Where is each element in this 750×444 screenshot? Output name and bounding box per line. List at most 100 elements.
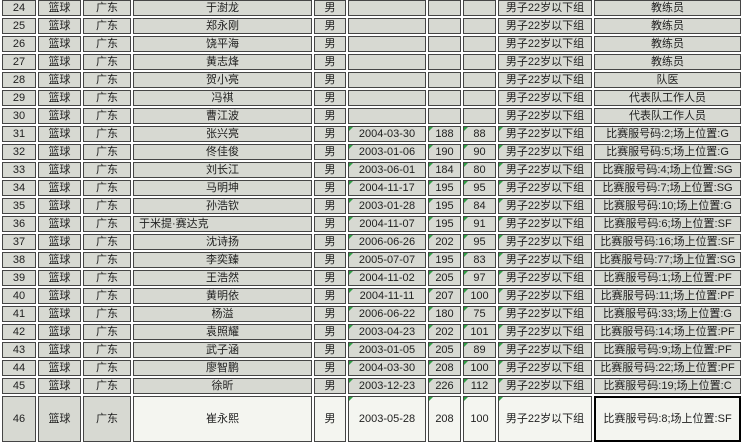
cell-height[interactable] (428, 54, 461, 70)
cell-gender[interactable]: 男 (314, 144, 346, 160)
cell-province[interactable]: 广东 (83, 270, 131, 286)
cell-birth-date[interactable] (348, 36, 426, 52)
cell-sport[interactable]: 篮球 (38, 18, 81, 34)
cell-group[interactable]: 男子22岁以下组 (498, 180, 592, 196)
cell-birth-date[interactable]: 2004-11-11 (348, 288, 426, 304)
cell-weight[interactable]: 90 (463, 144, 496, 160)
cell-weight[interactable]: 95 (463, 180, 496, 196)
cell-birth-date[interactable]: 2004-11-07 (348, 216, 426, 232)
cell-group[interactable]: 男子22岁以下组 (498, 288, 592, 304)
cell-weight[interactable]: 100 (463, 360, 496, 376)
cell-group[interactable]: 男子22岁以下组 (498, 324, 592, 340)
cell-row-number[interactable]: 27 (2, 54, 36, 70)
cell-height[interactable]: 190 (428, 144, 461, 160)
cell-group[interactable]: 男子22岁以下组 (498, 108, 592, 124)
cell-sport[interactable]: 篮球 (38, 360, 81, 376)
cell-row-number[interactable]: 44 (2, 360, 36, 376)
cell-sport[interactable]: 篮球 (38, 144, 81, 160)
cell-birth-date[interactable]: 2003-05-28 (348, 396, 426, 442)
cell-height[interactable]: 195 (428, 180, 461, 196)
cell-province[interactable]: 广东 (83, 0, 131, 16)
cell-height[interactable]: 195 (428, 198, 461, 214)
cell-role[interactable]: 比赛服号码:1;场上位置:PF (594, 270, 741, 286)
cell-role[interactable]: 比赛服号码:33;场上位置:G (594, 306, 741, 322)
cell-height[interactable]: 202 (428, 234, 461, 250)
cell-name[interactable]: 刘长江 (133, 162, 312, 178)
cell-name[interactable]: 徐昕 (133, 378, 312, 394)
cell-height[interactable] (428, 0, 461, 16)
cell-birth-date[interactable] (348, 18, 426, 34)
cell-gender[interactable]: 男 (314, 324, 346, 340)
cell-group[interactable]: 男子22岁以下组 (498, 252, 592, 268)
cell-role[interactable]: 比赛服号码:4;场上位置:SG (594, 162, 741, 178)
cell-role[interactable]: 比赛服号码:2;场上位置:G (594, 126, 741, 142)
cell-height[interactable]: 184 (428, 162, 461, 178)
cell-role[interactable]: 比赛服号码:9;场上位置:PF (594, 342, 741, 358)
cell-row-number[interactable]: 30 (2, 108, 36, 124)
cell-weight[interactable]: 95 (463, 234, 496, 250)
cell-row-number[interactable]: 42 (2, 324, 36, 340)
cell-name[interactable]: 饶平海 (133, 36, 312, 52)
cell-sport[interactable]: 篮球 (38, 288, 81, 304)
cell-row-number[interactable]: 45 (2, 378, 36, 394)
cell-role[interactable]: 教练员 (594, 36, 741, 52)
cell-group[interactable]: 男子22岁以下组 (498, 144, 592, 160)
cell-row-number[interactable]: 38 (2, 252, 36, 268)
cell-sport[interactable]: 篮球 (38, 306, 81, 322)
cell-province[interactable]: 广东 (83, 324, 131, 340)
cell-weight[interactable] (463, 108, 496, 124)
cell-height[interactable] (428, 108, 461, 124)
cell-role[interactable]: 教练员 (594, 18, 741, 34)
cell-role[interactable]: 比赛服号码:5;场上位置:G (594, 144, 741, 160)
cell-sport[interactable]: 篮球 (38, 54, 81, 70)
cell-sport[interactable]: 篮球 (38, 216, 81, 232)
cell-row-number[interactable]: 46 (2, 396, 36, 442)
cell-group[interactable]: 男子22岁以下组 (498, 216, 592, 232)
cell-group[interactable]: 男子22岁以下组 (498, 378, 592, 394)
cell-birth-date[interactable] (348, 0, 426, 16)
cell-name[interactable]: 沈诗扬 (133, 234, 312, 250)
cell-name[interactable]: 于米提·赛达克 (133, 216, 312, 232)
cell-birth-date[interactable] (348, 72, 426, 88)
cell-weight[interactable] (463, 54, 496, 70)
cell-gender[interactable]: 男 (314, 72, 346, 88)
cell-role[interactable]: 比赛服号码:22;场上位置:PF (594, 360, 741, 376)
cell-sport[interactable]: 篮球 (38, 90, 81, 106)
cell-sport[interactable]: 篮球 (38, 342, 81, 358)
cell-weight[interactable] (463, 36, 496, 52)
cell-birth-date[interactable]: 2003-04-23 (348, 324, 426, 340)
cell-group[interactable]: 男子22岁以下组 (498, 162, 592, 178)
cell-gender[interactable]: 男 (314, 252, 346, 268)
cell-name[interactable]: 曹江波 (133, 108, 312, 124)
cell-weight[interactable]: 112 (463, 378, 496, 394)
cell-group[interactable]: 男子22岁以下组 (498, 90, 592, 106)
cell-name[interactable]: 冯祺 (133, 90, 312, 106)
cell-row-number[interactable]: 40 (2, 288, 36, 304)
cell-group[interactable]: 男子22岁以下组 (498, 36, 592, 52)
cell-role[interactable]: 教练员 (594, 54, 741, 70)
cell-weight[interactable]: 100 (463, 288, 496, 304)
cell-gender[interactable]: 男 (314, 378, 346, 394)
cell-name[interactable]: 杨溢 (133, 306, 312, 322)
cell-gender[interactable]: 男 (314, 36, 346, 52)
cell-name[interactable]: 廖智鹏 (133, 360, 312, 376)
cell-group[interactable]: 男子22岁以下组 (498, 72, 592, 88)
cell-row-number[interactable]: 32 (2, 144, 36, 160)
cell-weight[interactable]: 89 (463, 342, 496, 358)
cell-sport[interactable]: 篮球 (38, 198, 81, 214)
cell-name[interactable]: 黄志烽 (133, 54, 312, 70)
cell-province[interactable]: 广东 (83, 306, 131, 322)
cell-role[interactable]: 代表队工作人员 (594, 90, 741, 106)
cell-weight[interactable]: 75 (463, 306, 496, 322)
cell-province[interactable]: 广东 (83, 252, 131, 268)
cell-row-number[interactable]: 25 (2, 18, 36, 34)
cell-sport[interactable]: 篮球 (38, 378, 81, 394)
cell-height[interactable]: 195 (428, 252, 461, 268)
cell-name[interactable]: 马明坤 (133, 180, 312, 196)
cell-birth-date[interactable]: 2003-12-23 (348, 378, 426, 394)
cell-sport[interactable]: 篮球 (38, 72, 81, 88)
cell-birth-date[interactable]: 2004-11-02 (348, 270, 426, 286)
cell-sport[interactable]: 篮球 (38, 252, 81, 268)
cell-province[interactable]: 广东 (83, 144, 131, 160)
cell-birth-date[interactable]: 2004-03-30 (348, 126, 426, 142)
